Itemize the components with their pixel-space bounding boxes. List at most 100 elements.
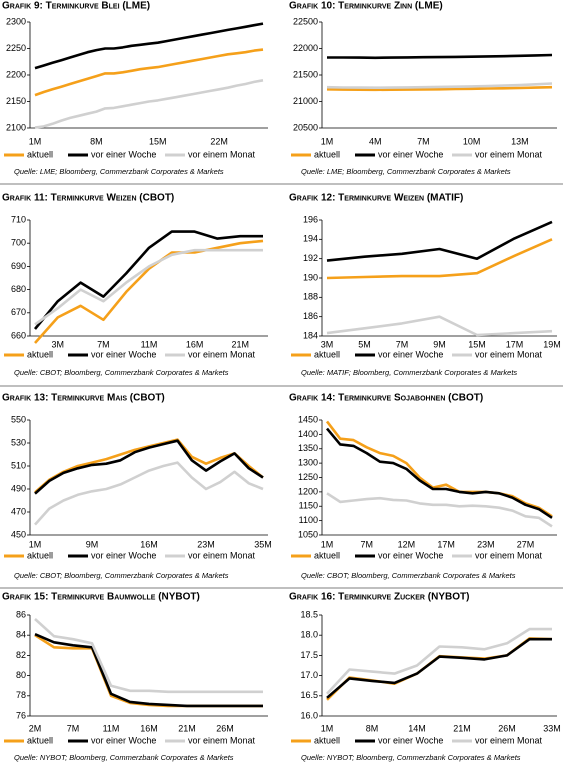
legend-label: aktuell bbox=[314, 149, 340, 159]
legend-label: vor einem Monat bbox=[188, 550, 256, 560]
x-tick-label: 1M bbox=[321, 723, 334, 733]
x-tick-label: 4M bbox=[369, 136, 382, 146]
chart-title: Grafik 11: Terminkurve Weizen (CBOT) bbox=[2, 193, 174, 204]
y-tick-label: 194 bbox=[303, 234, 318, 244]
x-tick-label: 17M bbox=[506, 339, 524, 349]
y-tick-label: 2250 bbox=[6, 43, 26, 53]
x-tick-label: 3M bbox=[321, 339, 334, 349]
y-tick-label: 18.0 bbox=[300, 630, 318, 640]
source-note: Quelle: LME; Bloomberg, Commerzbank Corp… bbox=[14, 167, 224, 176]
y-tick-label: 21000 bbox=[293, 96, 318, 106]
source-note: Quelle: NYBOT; Bloomberg, Commerzbank Co… bbox=[301, 753, 521, 762]
legend-label: aktuell bbox=[27, 735, 53, 745]
line bbox=[34, 239, 264, 344]
x-tick-label: 23M bbox=[197, 539, 215, 549]
y-tick-label: 86 bbox=[16, 609, 26, 619]
x-tick-label: 13M bbox=[511, 136, 529, 146]
y-tick-label: 20500 bbox=[293, 122, 318, 132]
y-tick-label: 21500 bbox=[293, 69, 318, 79]
legend-label: vor einem Monat bbox=[475, 735, 543, 745]
y-tick-label: 184 bbox=[303, 330, 318, 340]
y-tick-label: 17.0 bbox=[300, 670, 318, 680]
chart-title: Grafik 10: Terminkurve Zinn (LME) bbox=[289, 1, 443, 12]
legend-label: vor einem Monat bbox=[188, 149, 256, 159]
legend-label: vor einer Woche bbox=[91, 349, 156, 359]
x-tick-label: 7M bbox=[67, 723, 80, 733]
x-tick-label: 10M bbox=[463, 136, 481, 146]
x-tick-label: 3M bbox=[52, 339, 65, 349]
y-tick-label: 550 bbox=[11, 414, 26, 424]
y-tick-label: 510 bbox=[11, 460, 26, 470]
source-note: Quelle: NYBOT; Bloomberg, Commerzbank Co… bbox=[14, 753, 234, 762]
y-tick-label: 80 bbox=[16, 670, 26, 680]
y-tick-label: 690 bbox=[11, 261, 26, 271]
x-tick-label: 19M bbox=[543, 339, 561, 349]
y-tick-label: 2300 bbox=[6, 16, 26, 26]
line bbox=[326, 427, 553, 519]
legend-label: aktuell bbox=[27, 349, 53, 359]
x-tick-label: 1M bbox=[321, 539, 334, 549]
y-tick-label: 192 bbox=[303, 253, 318, 263]
line bbox=[34, 633, 263, 708]
x-tick-label: 26M bbox=[216, 723, 234, 733]
y-tick-label: 2100 bbox=[6, 122, 26, 132]
x-tick-label: 33M bbox=[543, 723, 561, 733]
x-tick-label: 11M bbox=[141, 339, 158, 349]
x-tick-label: 15M bbox=[149, 136, 167, 146]
y-tick-label: 76 bbox=[16, 710, 26, 720]
y-tick-label: 1400 bbox=[298, 429, 318, 439]
x-tick-label: 8M bbox=[366, 723, 379, 733]
y-tick-label: 1100 bbox=[299, 515, 318, 525]
legend-label: vor einer Woche bbox=[378, 735, 443, 745]
source-note: Quelle: CBOT; Bloomberg, Commerzbank Cor… bbox=[14, 368, 229, 377]
legend-label: vor einer Woche bbox=[378, 149, 443, 159]
x-tick-label: 21M bbox=[178, 723, 196, 733]
y-tick-label: 196 bbox=[303, 214, 318, 224]
line bbox=[326, 637, 552, 699]
legend-label: vor einer Woche bbox=[91, 550, 156, 560]
y-tick-label: 2200 bbox=[6, 69, 26, 79]
y-tick-label: 78 bbox=[16, 690, 26, 700]
x-tick-label: 26M bbox=[498, 723, 516, 733]
line bbox=[34, 461, 264, 526]
x-tick-label: 9M bbox=[433, 339, 446, 349]
y-tick-label: 22000 bbox=[293, 43, 318, 53]
x-tick-label: 5M bbox=[358, 339, 371, 349]
y-tick-label: 186 bbox=[303, 311, 318, 321]
legend-label: vor einem Monat bbox=[475, 550, 543, 560]
line bbox=[34, 22, 264, 70]
line bbox=[326, 315, 553, 337]
legend-label: vor einem Monat bbox=[188, 349, 256, 359]
y-tick-label: 18.5 bbox=[300, 609, 318, 619]
x-tick-label: 27M bbox=[517, 539, 535, 549]
legend-label: aktuell bbox=[314, 735, 340, 745]
legend-label: aktuell bbox=[27, 550, 53, 560]
chart-title: Grafik 13: Terminkurve Mais (CBOT) bbox=[2, 393, 165, 404]
legend-label: vor einem Monat bbox=[188, 735, 256, 745]
x-tick-label: 23M bbox=[477, 539, 495, 549]
x-tick-label: 22M bbox=[210, 136, 228, 146]
y-tick-label: 710 bbox=[11, 214, 26, 224]
x-tick-label: 1M bbox=[29, 539, 42, 549]
legend-label: vor einem Monat bbox=[475, 349, 543, 359]
line bbox=[34, 48, 264, 97]
line bbox=[326, 85, 553, 92]
y-tick-label: 1250 bbox=[298, 472, 318, 482]
x-tick-label: 16M bbox=[186, 339, 204, 349]
y-tick-label: 670 bbox=[11, 307, 26, 317]
x-tick-label: 1M bbox=[29, 136, 42, 146]
x-tick-label: 7M bbox=[97, 339, 110, 349]
x-tick-label: 8M bbox=[90, 136, 103, 146]
y-tick-label: 660 bbox=[11, 330, 26, 340]
y-tick-label: 680 bbox=[11, 284, 26, 294]
y-tick-label: 1150 bbox=[299, 501, 318, 511]
y-tick-label: 84 bbox=[16, 630, 26, 640]
x-tick-label: 11M bbox=[103, 723, 120, 733]
line bbox=[326, 627, 552, 695]
x-tick-label: 7M bbox=[417, 136, 430, 146]
x-tick-label: 12M bbox=[398, 539, 416, 549]
legend-label: aktuell bbox=[27, 149, 53, 159]
legend-label: vor einer Woche bbox=[378, 349, 443, 359]
chart-title: Grafik 12: Terminkurve Weizen (MATIF) bbox=[289, 193, 463, 204]
